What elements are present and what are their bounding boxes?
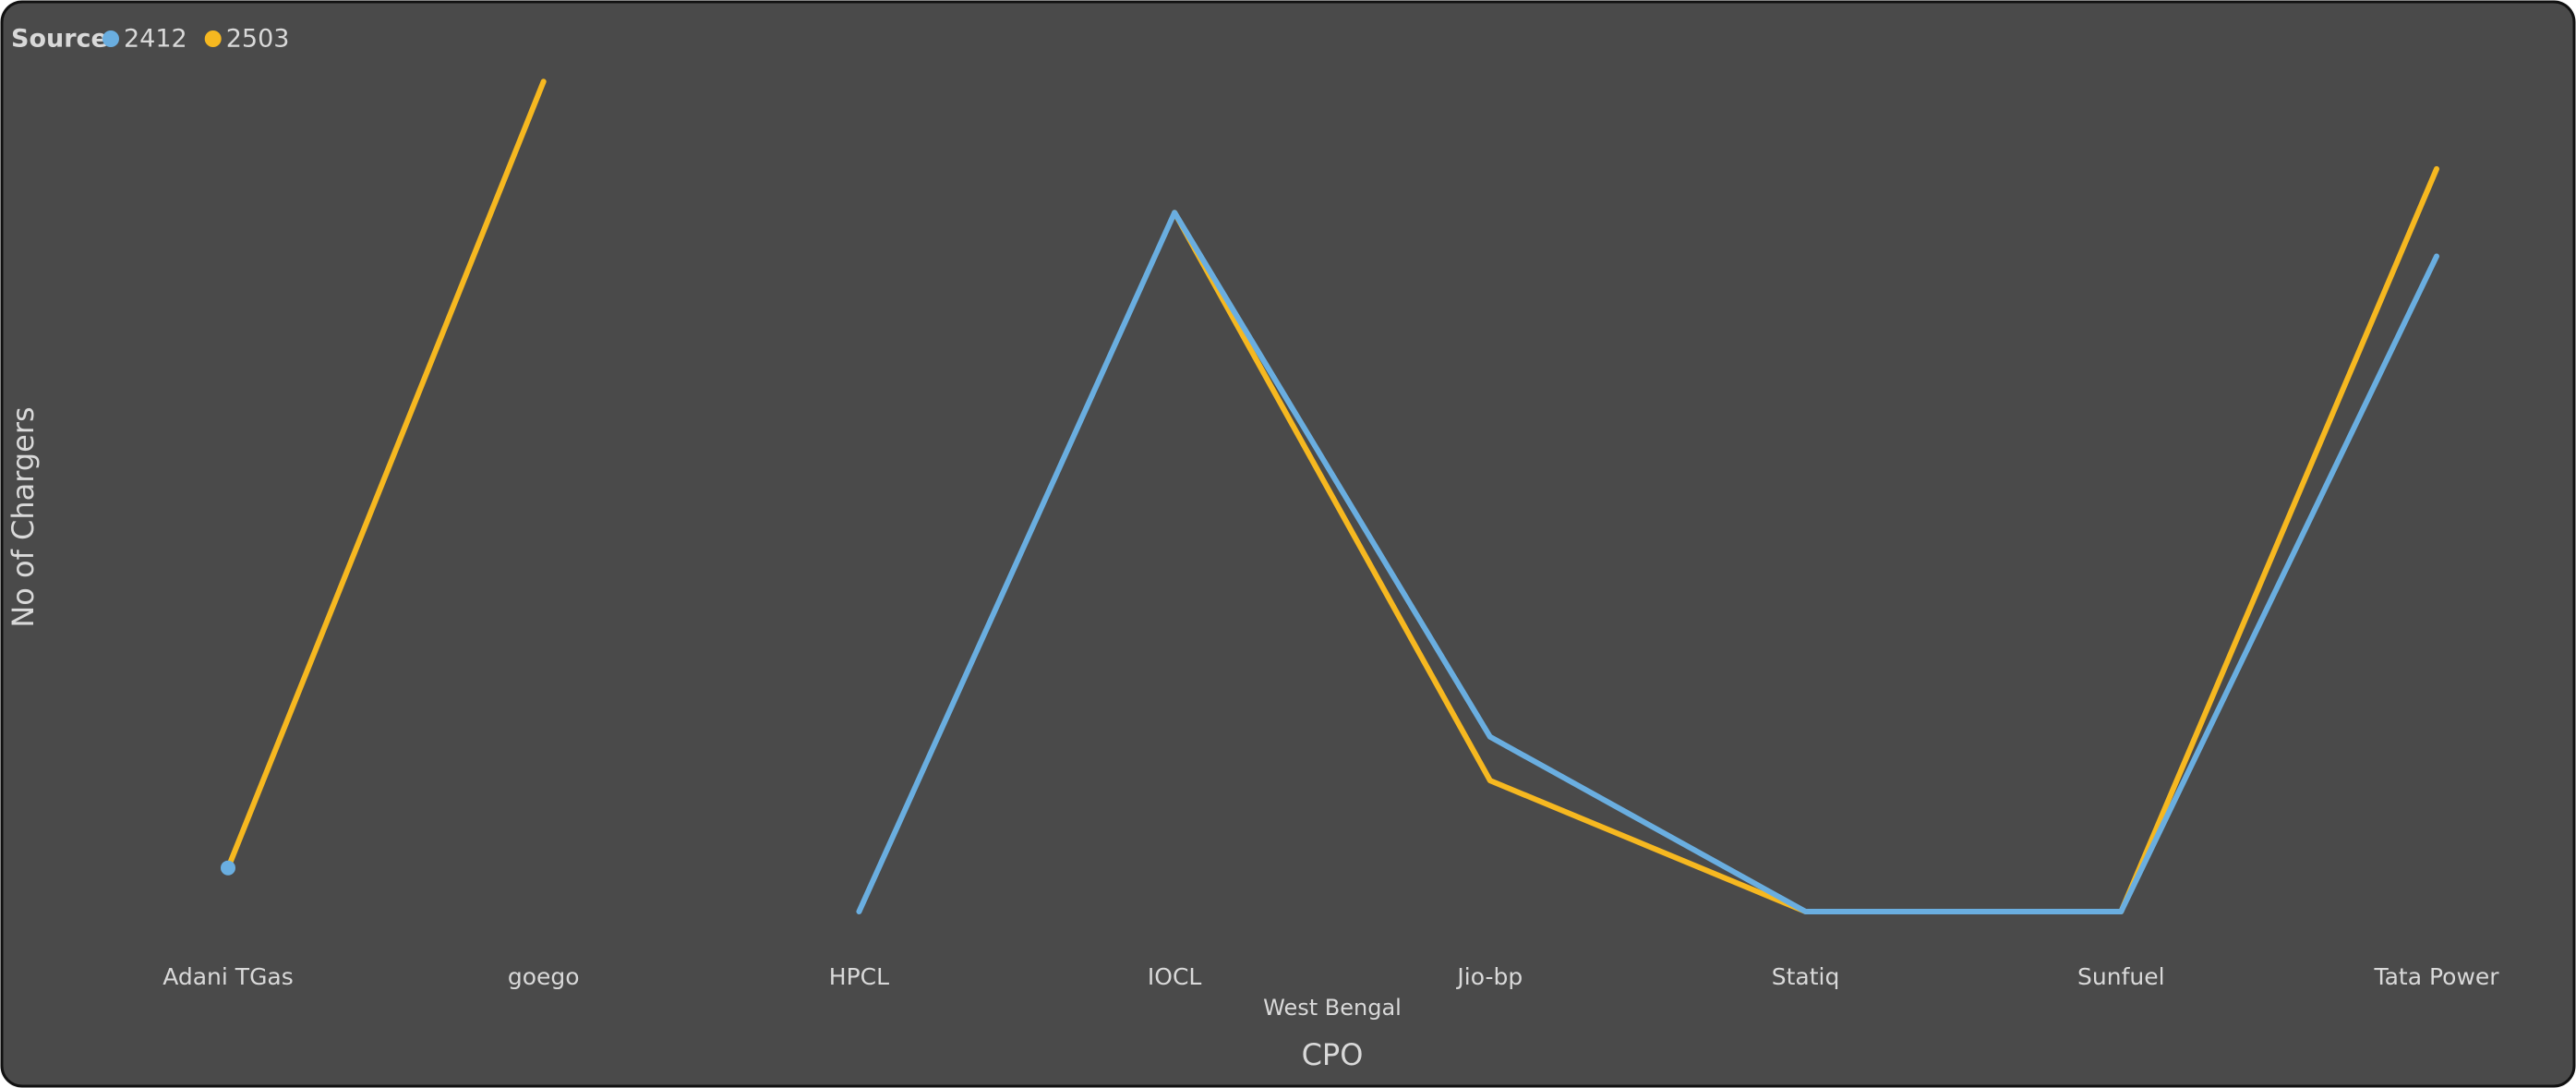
legend-title: Source [11, 25, 108, 54]
legend-marker [102, 30, 119, 47]
x-tick-label: Jio-bp [1455, 963, 1523, 990]
legend-marker [204, 30, 222, 47]
x-axis-label: CPO [1302, 1037, 1364, 1072]
x-tick-label: Adani TGas [163, 963, 294, 990]
x-tick-label: Statiq [1772, 963, 1840, 990]
x-tick-label: goego [508, 963, 580, 990]
legend-label: 2503 [226, 25, 290, 54]
point [221, 860, 235, 876]
x-tick-label: Tata Power [2373, 963, 2499, 990]
y-axis-label: No of Chargers [6, 406, 41, 627]
legend-label: 2412 [124, 25, 187, 54]
x-tick-label: HPCL [829, 963, 889, 990]
x-tick-label: IOCL [1148, 963, 1202, 990]
x-tick-label: Sunfuel [2077, 963, 2165, 990]
x-sublabel: West Bengal [1263, 995, 1402, 1021]
line [856, 210, 2439, 914]
